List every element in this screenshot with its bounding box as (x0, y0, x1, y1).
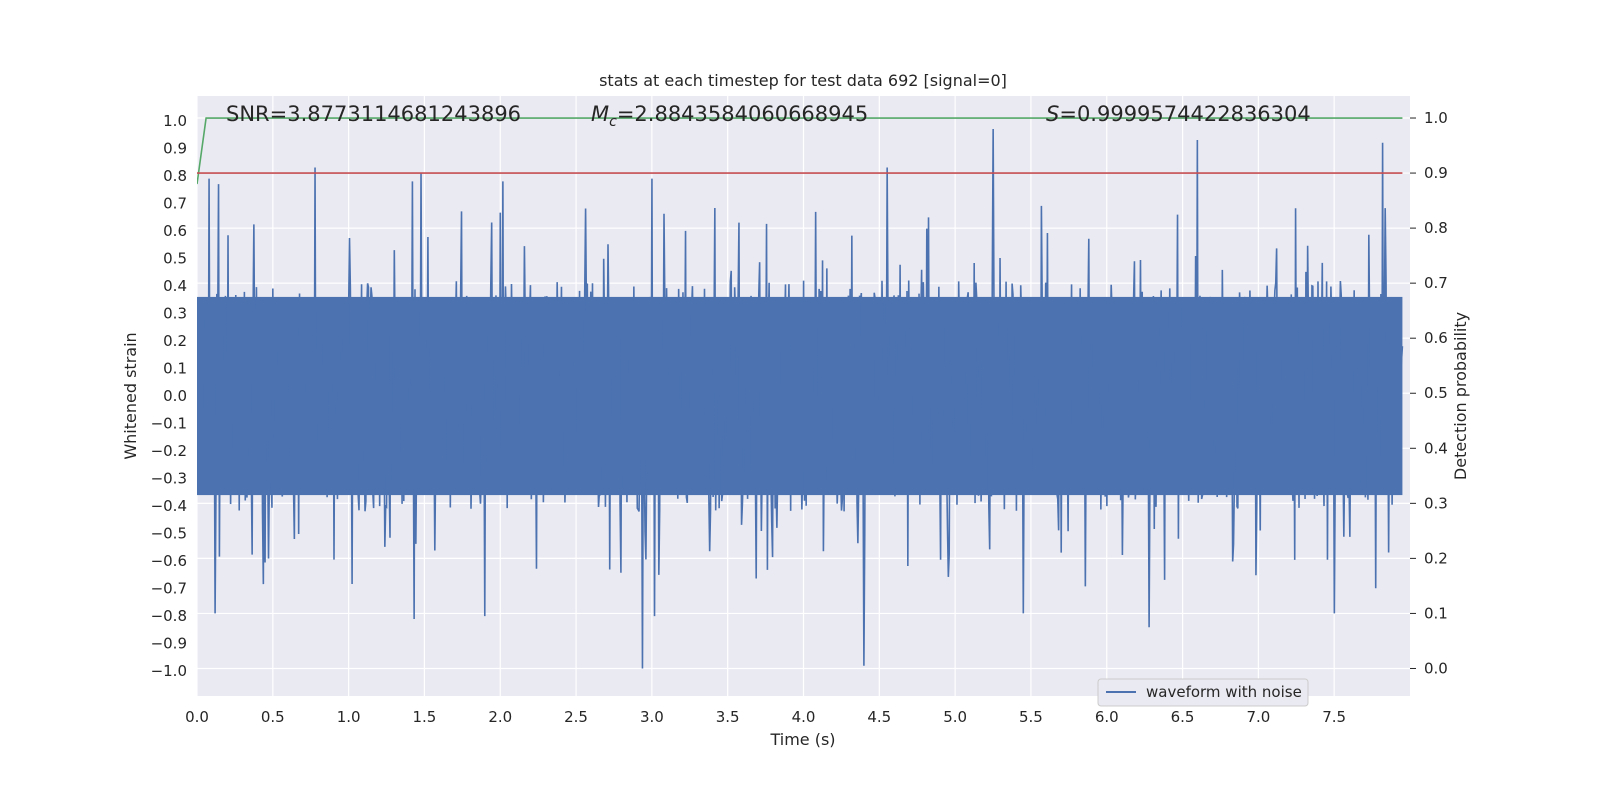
y2-tick-label: 0.3 (1424, 494, 1448, 512)
y2-tick-label: 1.0 (1424, 109, 1448, 127)
y2-axis-label: Detection probability (1451, 312, 1470, 480)
chart-title: stats at each timestep for test data 692… (599, 71, 1007, 90)
y-tick-label: 0.9 (163, 139, 187, 157)
y-axis-ticks: 1.0 0.9 0.8 0.7 0.6 0.5 0.4 0.3 0.2 0.1 0.0 −0.1 −0.… (151, 112, 187, 680)
x-tick-label: 2.0 (488, 708, 512, 726)
x-tick-label: 7.0 (1246, 708, 1270, 726)
x-tick-label: 1.5 (413, 708, 437, 726)
legend-box (1097, 678, 1309, 707)
y2-tick-label: 0.7 (1424, 274, 1448, 292)
y-tick-label: −1.0 (151, 662, 187, 680)
y-tick-label: 0.6 (163, 222, 187, 240)
y2-tick-label: 0.0 (1424, 659, 1448, 677)
x-tick-label: 5.5 (1019, 708, 1043, 726)
score-value: =0.9999574422836304 (1059, 102, 1310, 126)
series-probability-lines (197, 117, 1403, 185)
y2-tick-label: 0.9 (1424, 164, 1448, 182)
series-waveform-with-noise (197, 129, 1404, 669)
x-tick-label: 5.0 (943, 708, 967, 726)
y-axis-label: Whitened strain (121, 332, 140, 459)
x-tick-label: 6.5 (1171, 708, 1195, 726)
x-tick-label: 3.0 (640, 708, 664, 726)
y2-tick-label: 0.5 (1424, 384, 1448, 402)
y-tick-label: 0.1 (163, 359, 187, 377)
y2-tick-label: 0.1 (1424, 604, 1448, 622)
y-tick-label: 0.3 (163, 304, 187, 322)
y-tick-label: −0.1 (151, 415, 187, 433)
chirp-mass-subscript: c (609, 114, 617, 130)
y-tick-label: 1.0 (163, 112, 187, 130)
x-axis-label: Time (s) (769, 730, 835, 749)
score-annotation: S=0.9999574422836304 (1046, 102, 1311, 126)
x-tick-label: 3.5 (716, 708, 740, 726)
y-tick-label: 0.2 (163, 332, 187, 350)
y2-tick-label: 0.6 (1424, 329, 1448, 347)
y2-tick-label: 0.4 (1424, 439, 1448, 457)
y-tick-label: 0.8 (163, 167, 187, 185)
y-tick-label: 0.7 (163, 194, 187, 212)
x-tick-label: 7.5 (1322, 708, 1346, 726)
x-tick-label: 0.0 (185, 708, 209, 726)
snr-annotation: SNR=3.8773114681243896 (226, 102, 521, 126)
y-tick-label: −0.2 (151, 442, 187, 460)
y-tick-label: −0.7 (151, 580, 187, 598)
chirp-mass-value: =2.8843584060668945 (617, 102, 868, 126)
x-tick-label: 1.0 (337, 708, 361, 726)
score-symbol: S (1046, 102, 1059, 126)
waveform-line (197, 129, 1404, 669)
y-tick-label: −0.3 (151, 470, 187, 488)
x-tick-label: 6.0 (1095, 708, 1119, 726)
y2-tick-label: 0.8 (1424, 219, 1448, 237)
y-tick-label: 0.4 (163, 277, 187, 295)
series-line-detection-probability (197, 117, 1403, 185)
x-axis-ticks: 0.0 0.5 1.0 1.5 2.0 2.5 3.0 3.5 4.0 4.5 5.0 5.5 6.0 6… (185, 708, 1346, 726)
y-tick-label: −0.6 (151, 552, 187, 570)
legend-label: waveform with noise (1146, 683, 1302, 701)
y-tick-label: −0.5 (151, 525, 187, 543)
y2-axis-ticks: 1.0 0.9 0.8 0.7 0.6 0.5 0.4 0.3 0.2 0.1 0.0 (1410, 109, 1448, 677)
x-tick-label: 4.5 (867, 708, 891, 726)
x-tick-label: 0.5 (261, 708, 285, 726)
y-tick-label: 0.5 (163, 249, 187, 267)
x-tick-label: 4.0 (792, 708, 816, 726)
y-tick-label: −0.9 (151, 635, 187, 653)
y-tick-label: −0.4 (151, 497, 187, 515)
x-tick-label: 2.5 (564, 708, 588, 726)
y2-tick-label: 0.2 (1424, 549, 1448, 567)
chirp-mass-annotation: Mc=2.8843584060668945 (591, 102, 868, 130)
y-tick-label: −0.8 (151, 607, 187, 625)
y-tick-label: 0.0 (163, 387, 187, 405)
legend: waveform with noise (1097, 678, 1309, 707)
chirp-mass-symbol: M (591, 102, 609, 126)
